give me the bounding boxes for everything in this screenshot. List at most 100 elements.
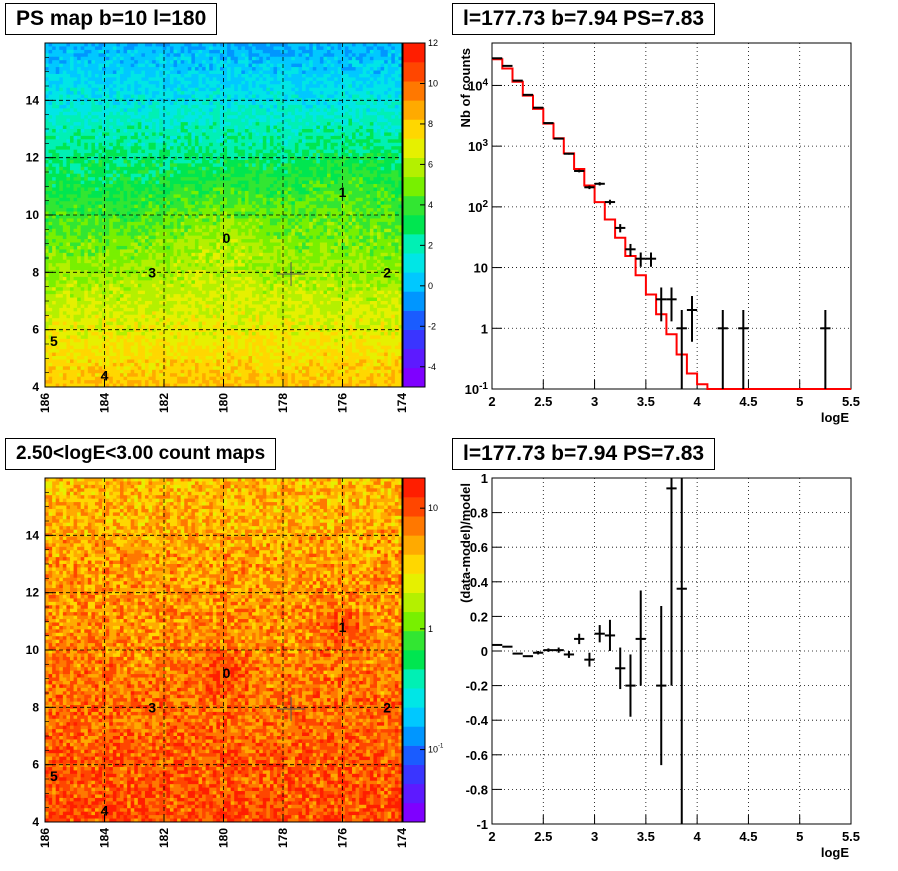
count-map-colorbar-cell	[403, 707, 425, 726]
ps-map-colorbar-cell	[403, 100, 425, 119]
ps-map-x-tick-label: 186	[38, 393, 52, 413]
residual-x-tick-label: 3	[591, 829, 598, 844]
ps-map-colorbar-cell	[403, 43, 425, 62]
residual-y-tick-label: 0	[481, 644, 488, 659]
spectrum-x-tick-label: 3.5	[637, 394, 655, 409]
residual-x-tick-label: 3.5	[637, 829, 655, 844]
count-map-y-tick-label: 10	[26, 643, 40, 657]
count-map-colorbar-cell	[403, 535, 425, 554]
count-map-colorbar-cell	[403, 631, 425, 650]
ps-map-colorbar-cell	[403, 368, 425, 387]
ps-map-colorbar-cell	[403, 311, 425, 330]
figure-canvas: 186 184 182 180 178 176 174468101214012345-4-2…	[0, 0, 898, 871]
residual-y-tick-label: -0.2	[466, 679, 488, 694]
ps-map-colorbar-cell	[403, 349, 425, 368]
count-map-colorbar-cell	[403, 726, 425, 745]
count-map-colorbar-cell	[403, 516, 425, 535]
ps-map-x-tick-label: 174	[395, 393, 409, 413]
residual-x-tick-label: 5	[796, 829, 803, 844]
count-map-colorbar-cell	[403, 593, 425, 612]
residual-y-tick-label: 0.2	[470, 609, 488, 624]
residual-x-tick-label: 2.5	[534, 829, 552, 844]
spectrum-x-tick-label: 4.5	[739, 394, 757, 409]
spectrum-y-tick-label: 103	[468, 138, 488, 154]
ps-map-x-tick-label: 178	[276, 393, 290, 413]
ps-map-colorbar-cell	[403, 196, 425, 215]
residual-y-axis-label: (data-model)/model	[458, 483, 473, 603]
spectrum-y-tick-label: 1	[481, 321, 488, 336]
count-map-colorbar-label: 1	[428, 624, 433, 634]
residual-y-tick-label: 1	[481, 471, 488, 486]
count-map-source-label: 4	[101, 803, 109, 819]
ps-map-colorbar-cell	[403, 158, 425, 177]
residual-y-tick-label: -0.6	[466, 748, 488, 763]
residual-y-tick-label: -0.4	[466, 713, 489, 728]
ps-map-colorbar-label: -2	[428, 321, 436, 331]
count-map-source-label: 5	[50, 768, 58, 784]
spectrum-y-axis-label: Nb of counts	[458, 48, 473, 127]
count-map-colorbar-cell	[403, 746, 425, 765]
count-map-colorbar-cell	[403, 650, 425, 669]
spectrum-y-tick-label: 102	[468, 199, 488, 215]
spectrum-y-tick-label: 10-1	[465, 381, 489, 397]
spectrum-x-axis-label: logE	[821, 410, 849, 425]
ps-map-colorbar-label: 8	[428, 119, 433, 129]
residual-x-tick-label: 2	[488, 829, 495, 844]
count-map-colorbar-cell	[403, 784, 425, 803]
ps-map-x-tick-label: 182	[157, 393, 171, 413]
residual-x-tick-label: 5.5	[842, 829, 860, 844]
ps-map-colorbar-cell	[403, 215, 425, 234]
residual-x-tick-label: 4.5	[739, 829, 757, 844]
count-map-x-tick-label: 176	[336, 828, 350, 848]
count-map-colorbar-cell	[403, 765, 425, 784]
spectrum-x-tick-label: 3	[591, 394, 598, 409]
count-map-colorbar-cell	[403, 803, 425, 822]
ps-map-colorbar-cell	[403, 291, 425, 310]
count-map-y-tick-label: 6	[32, 758, 39, 772]
count-map-colorbar-cell	[403, 554, 425, 573]
count-map-x-tick-label: 178	[276, 828, 290, 848]
ps-map-y-tick-label: 6	[32, 323, 39, 337]
ps-map-x-tick-label: 180	[217, 393, 231, 413]
count-map-colorbar-cell	[403, 688, 425, 707]
ps-map-colorbar-cell	[403, 139, 425, 158]
spectrum-frame	[492, 43, 851, 389]
count-map-y-tick-label: 4	[32, 815, 39, 829]
ps-map-y-tick-label: 10	[26, 208, 40, 222]
spectrum-x-tick-label: 2.5	[534, 394, 552, 409]
ps-map-y-tick-label: 14	[26, 93, 40, 107]
residual-y-tick-label: -1	[476, 817, 488, 832]
count-map-colorbar-cell	[403, 574, 425, 593]
spectrum-x-tick-label: 2	[488, 394, 495, 409]
residual-y-tick-label: -0.8	[466, 782, 488, 797]
ps-map-source-label: 2	[383, 264, 391, 280]
ps-map-colorbar-cell	[403, 234, 425, 253]
count-map-colorbar-cell	[403, 612, 425, 631]
ps-map-colorbar-cell	[403, 119, 425, 138]
spectrum-y-tick-label: 10	[474, 261, 488, 276]
ps-map-source-label: 0	[223, 230, 231, 246]
count-map-x-tick-label: 180	[217, 828, 231, 848]
ps-map-colorbar-cell	[403, 62, 425, 81]
ps-map-y-tick-label: 4	[32, 380, 39, 394]
spectrum-x-tick-label: 4	[694, 394, 702, 409]
ps-map-colorbar-label: 0	[428, 281, 433, 291]
count-map-colorbar-cell	[403, 478, 425, 497]
ps-map-x-tick-label: 184	[98, 393, 112, 413]
ps-map-source-label: 4	[101, 368, 109, 384]
count-map-y-tick-label: 14	[26, 528, 40, 542]
ps-map-source-label: 1	[339, 184, 347, 200]
spectrum-x-tick-label: 5.5	[842, 394, 860, 409]
ps-map-y-tick-label: 8	[32, 265, 39, 279]
count-map-source-label: 1	[339, 619, 347, 635]
ps-map-source-label: 3	[148, 264, 156, 280]
count-map-x-tick-label: 184	[98, 828, 112, 848]
ps-map-colorbar-label: -4	[428, 362, 436, 372]
spectrum-x-tick-label: 5	[796, 394, 803, 409]
count-map-colorbar-cell	[403, 669, 425, 688]
residual-x-tick-label: 4	[694, 829, 702, 844]
ps-map-x-tick-label: 176	[336, 393, 350, 413]
count-map-x-tick-label: 174	[395, 828, 409, 848]
ps-map-colorbar-cell	[403, 177, 425, 196]
ps-map-colorbar-label: 6	[428, 159, 433, 169]
